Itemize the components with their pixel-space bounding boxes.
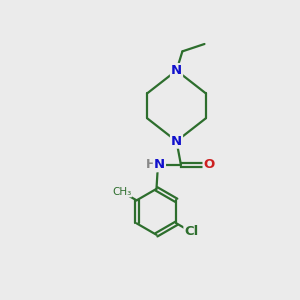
Text: CH₃: CH₃	[112, 187, 131, 197]
Text: H: H	[146, 158, 157, 171]
Text: Cl: Cl	[184, 225, 198, 239]
Text: N: N	[154, 158, 165, 171]
Text: N: N	[171, 135, 182, 148]
Text: O: O	[204, 158, 215, 171]
Text: N: N	[171, 64, 182, 77]
